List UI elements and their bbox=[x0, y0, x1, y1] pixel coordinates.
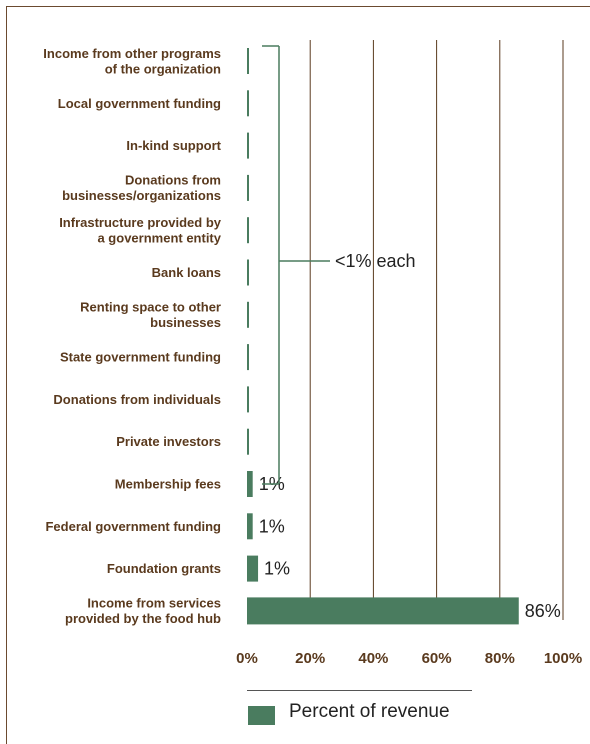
category-label-6-0: Renting space to other bbox=[80, 300, 221, 315]
x-tick-label-60: 60% bbox=[422, 650, 452, 667]
category-label-9-0: Private investors bbox=[116, 434, 221, 449]
x-tick-label-40: 40% bbox=[358, 650, 388, 667]
category-label-8-0: Donations from individuals bbox=[53, 392, 221, 407]
category-label-5-0: Bank loans bbox=[152, 265, 221, 280]
category-label-7-0: State government funding bbox=[60, 350, 221, 365]
data-label-12: 1% bbox=[264, 559, 290, 579]
bar-6 bbox=[247, 301, 249, 328]
x-tick-label-0: 0% bbox=[236, 650, 258, 667]
data-label-11: 1% bbox=[259, 516, 285, 536]
category-label-4-0: Infrastructure provided by bbox=[59, 215, 222, 230]
legend-label: Percent of revenue bbox=[289, 701, 450, 722]
category-label-4-1: a government entity bbox=[97, 230, 221, 245]
category-label-6-1: businesses bbox=[150, 315, 221, 330]
frame-left-border bbox=[6, 6, 7, 744]
bracket-annotation-label: <1% each bbox=[335, 251, 416, 271]
bar-11 bbox=[247, 513, 253, 540]
category-label-11-0: Federal government funding bbox=[45, 519, 221, 534]
category-label-12-0: Foundation grants bbox=[107, 561, 221, 576]
bar-12 bbox=[247, 555, 259, 582]
category-label-0-0: Income from other programs bbox=[43, 46, 221, 61]
bar-7 bbox=[247, 344, 249, 371]
bar-2 bbox=[247, 132, 249, 159]
category-label-1-0: Local government funding bbox=[58, 96, 221, 111]
data-label-13: 86% bbox=[525, 601, 561, 621]
legend-swatch bbox=[248, 706, 275, 725]
frame-top-border bbox=[6, 6, 590, 7]
category-label-0-1: of the organization bbox=[105, 61, 221, 76]
category-label-3-0: Donations from bbox=[125, 173, 221, 188]
category-label-13-1: provided by the food hub bbox=[65, 611, 221, 626]
bar-0 bbox=[247, 48, 249, 74]
category-label-3-1: businesses/organizations bbox=[62, 188, 221, 203]
bar-1 bbox=[247, 90, 249, 117]
bar-3 bbox=[247, 174, 249, 201]
bar-10 bbox=[247, 471, 253, 497]
bar-9 bbox=[247, 428, 249, 455]
category-label-13-0: Income from services bbox=[87, 596, 221, 611]
category-label-2-0: In-kind support bbox=[126, 138, 221, 153]
bar-5 bbox=[247, 259, 249, 286]
x-tick-label-100: 100% bbox=[544, 650, 582, 667]
x-tick-label-20: 20% bbox=[295, 650, 325, 667]
bar-8 bbox=[247, 386, 249, 413]
category-label-10-0: Membership fees bbox=[115, 477, 221, 492]
bar-13 bbox=[247, 597, 519, 625]
bar-4 bbox=[247, 217, 249, 244]
x-tick-label-80: 80% bbox=[485, 650, 515, 667]
legend-divider bbox=[247, 690, 472, 691]
